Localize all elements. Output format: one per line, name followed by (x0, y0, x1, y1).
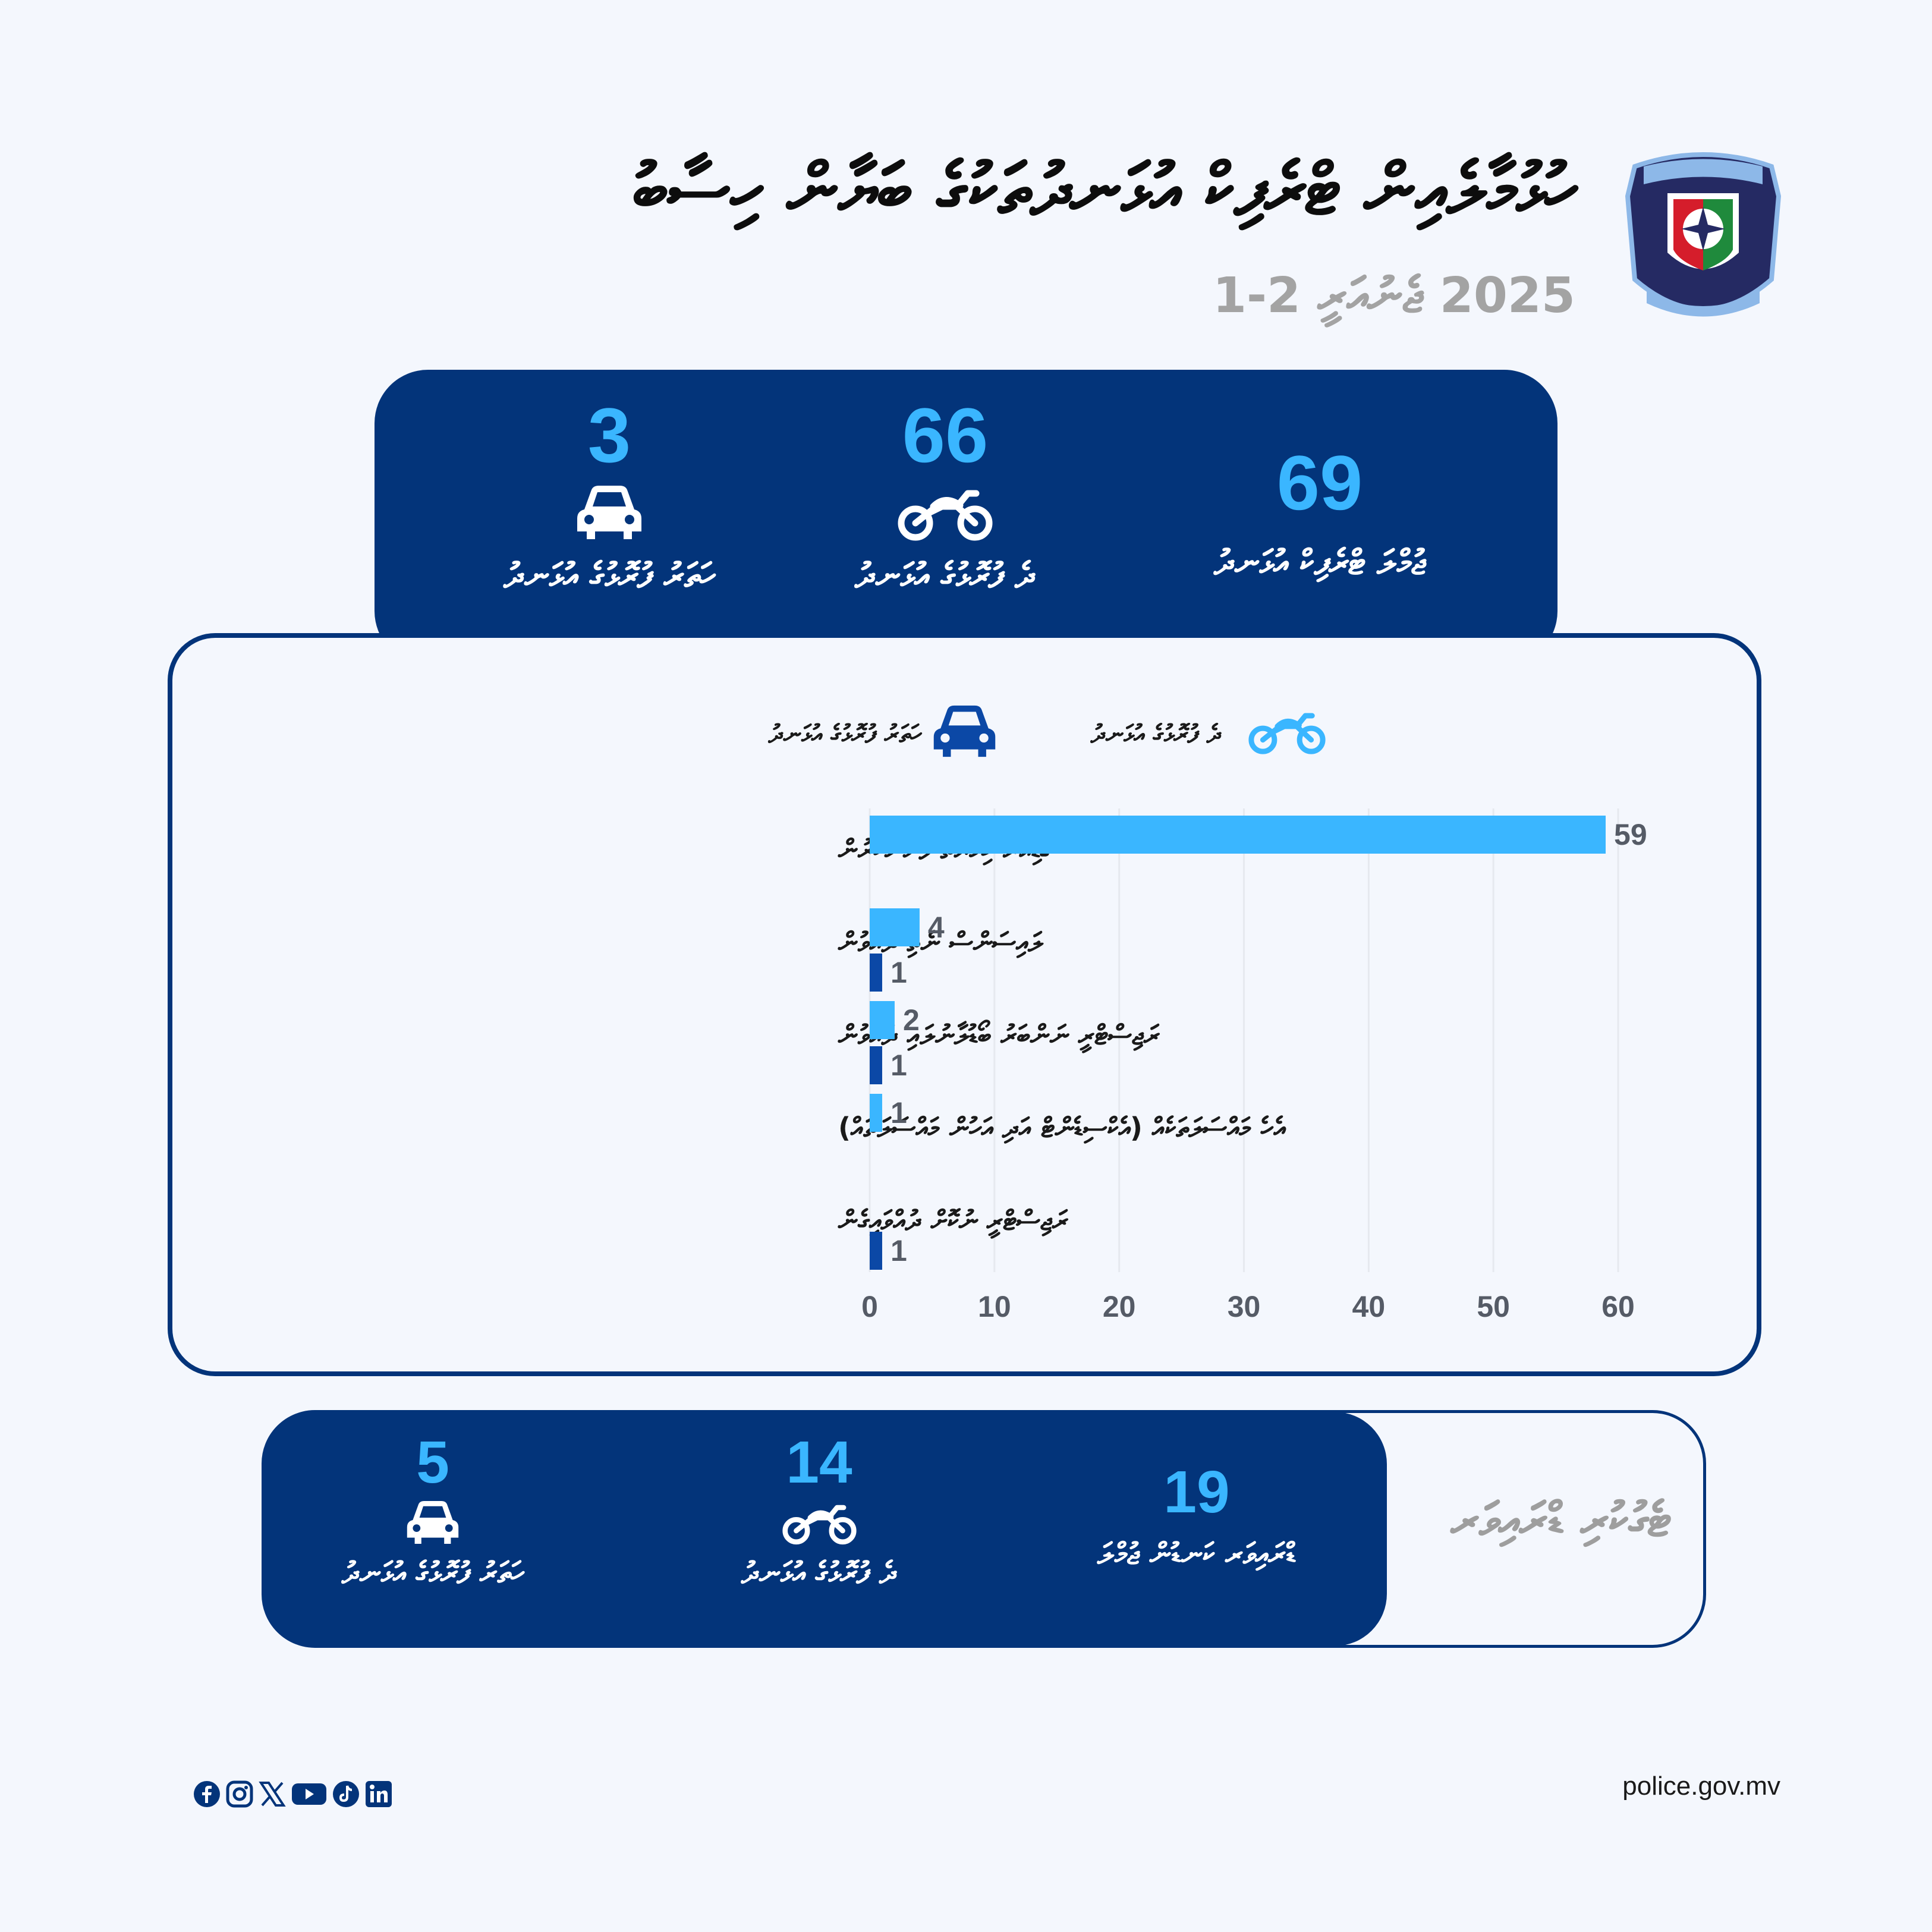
driver-car-icon (407, 1501, 459, 1544)
x-icon[interactable] (259, 1780, 286, 1808)
legend-label-motorcycle: ދެ ފުރޮޅުގެ އުޅަނދު (1090, 719, 1222, 748)
youtube-icon[interactable] (291, 1780, 327, 1808)
social-links (193, 1780, 392, 1814)
legend-item-motorcycle: ދެ ފުރޮޅުގެ އުޅަނދު (1076, 701, 1326, 767)
motorcycle-label: ދެ ފުރޮޅުގެ އުޅަނދު (854, 555, 1036, 596)
summary-panel-top: 69 ޖުމްލަ ޓްރެފިކް އުޅަނދު 66 ދެ ފުރޮޅުގ… (375, 370, 1557, 665)
bar (870, 1232, 882, 1270)
bar (870, 816, 1606, 854)
x-tick-label: 20 (1103, 1290, 1136, 1323)
total-vehicles-stat: 69 ޖުމްލަ ޓްރެފިކް އުޅަނދު (1153, 441, 1486, 583)
bar (870, 954, 882, 992)
legend-car-icon (933, 705, 996, 757)
legend-item-car: ހަތަރު ފުރޮޅުގެ އުޅަނދު (731, 701, 1005, 767)
data-label: 4 (928, 911, 945, 944)
linkedin-icon[interactable] (365, 1780, 392, 1808)
instagram-icon[interactable] (226, 1780, 253, 1808)
date-range: 2025 ޖެނުއަރީ 2-1 (1212, 268, 1575, 324)
motorcycle-value: 66 (902, 392, 989, 479)
police-emblem-logo (1625, 152, 1782, 317)
car-label: ހަތަރު ފުރޮޅުގެ އުޅަނދު (504, 555, 715, 596)
facebook-icon[interactable] (193, 1780, 221, 1808)
chart-container (168, 633, 1761, 1376)
legend-label-car: ހަތަރު ފުރޮޅުގެ އުޅަނދު (768, 719, 921, 748)
summary-panel-bottom: 19 ޑްރައިވަރ ކަނޑުން ޖުމްލަ 14 ދެ ފުރޮޅު… (263, 1412, 1387, 1646)
tagged-drivers-label: ޓެގުކުރި ޑްރައިވަރ (1450, 1492, 1670, 1547)
x-tick-label: 60 (1601, 1290, 1635, 1323)
motorcycle-icon (898, 490, 993, 541)
data-label: 1 (891, 1049, 907, 1082)
driver-car-value: 5 (416, 1429, 449, 1496)
legend-motorcycle-icon (1248, 713, 1326, 754)
tiktok-icon[interactable] (332, 1780, 360, 1808)
x-tick-label: 0 (861, 1290, 878, 1323)
data-label: 1 (891, 956, 907, 989)
x-tick-label: 50 (1477, 1290, 1510, 1323)
bar (870, 1001, 895, 1039)
driver-motorcycle-value: 14 (786, 1429, 852, 1496)
driver-car-label: ހަތަރު ފުރޮޅުގެ އުޅަނދު (341, 1556, 524, 1590)
data-label: 59 (1614, 818, 1647, 851)
total-vehicles-label: ޖުމްލަ ޓްރެފިކް އުޅަނދު (1213, 542, 1426, 583)
data-label: 1 (891, 1234, 907, 1267)
page-title: ހުޅުމާލެއިން ޓްރެފިކް އުޅަނދުތަކުގެ ބަޔާ… (633, 149, 1575, 231)
driver-total-stat: 19 ޑްރައިވަރ ކަނޑުން ޖުމްލަ (1060, 1459, 1333, 1572)
driver-total-label: ޑްރައިވަރ ކަނޑުން ޖުމްލަ (1097, 1537, 1297, 1571)
bar (870, 1094, 882, 1132)
car-icon (577, 486, 641, 539)
category-label: އެހެ މައްސަލަތަކެއް (އެކްސިޑެންޓް އަދި އ… (838, 1112, 1286, 1144)
data-label: 2 (903, 1003, 920, 1037)
driver-car-stat: 5 ހަތަރު ފުރޮޅުގެ އުޅަނދު (323, 1430, 543, 1591)
data-label: 1 (891, 1096, 907, 1129)
car-value: 3 (587, 392, 631, 479)
driver-motorcycle-label: ދެ ފުރޮޅުގެ އުޅަނދު (741, 1556, 898, 1590)
car-stat: 3 ހަތަރު ފުރޮޅުގެ އުޅަނދު (464, 394, 755, 596)
driver-total-value: 19 (1163, 1459, 1230, 1525)
total-vehicles-value: 69 (1276, 439, 1363, 526)
driver-motorcycle-icon (782, 1505, 857, 1545)
x-tick-label: 30 (1228, 1290, 1261, 1323)
bar (870, 1046, 882, 1084)
motorcycle-stat: 66 ދެ ފުރޮޅުގެ އުޅަނދު (803, 394, 1088, 596)
x-tick-label: 40 (1352, 1290, 1386, 1323)
website-url[interactable]: police.gov.mv (1622, 1771, 1780, 1801)
x-tick-label: 10 (978, 1290, 1011, 1323)
bar (870, 908, 920, 946)
driver-motorcycle-stat: 14 ދެ ފުރޮޅުގެ އުޅަނދު (691, 1430, 947, 1591)
